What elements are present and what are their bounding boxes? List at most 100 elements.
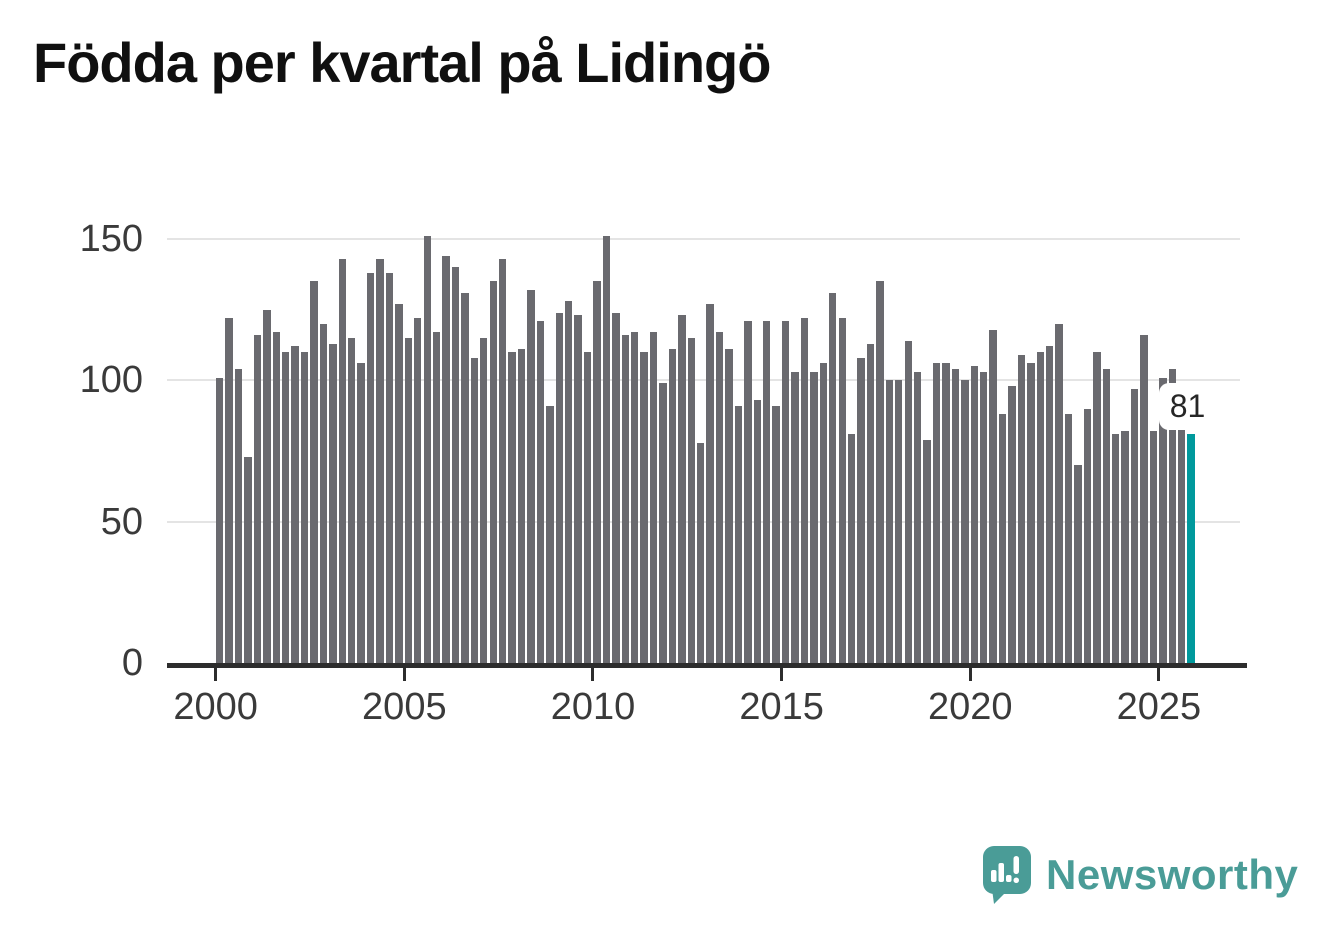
bar[interactable] bbox=[329, 343, 337, 663]
bar[interactable] bbox=[517, 349, 526, 663]
bar[interactable] bbox=[366, 273, 375, 663]
bar[interactable] bbox=[593, 281, 601, 663]
bar[interactable] bbox=[1074, 465, 1082, 663]
bar[interactable] bbox=[706, 304, 714, 663]
bar[interactable] bbox=[838, 318, 846, 663]
bar[interactable] bbox=[395, 304, 403, 663]
bar[interactable] bbox=[1159, 377, 1167, 663]
bar[interactable] bbox=[338, 258, 346, 663]
bar[interactable] bbox=[612, 312, 620, 663]
bar[interactable] bbox=[234, 369, 243, 663]
bar[interactable] bbox=[319, 323, 328, 663]
bar[interactable] bbox=[272, 332, 280, 663]
bar[interactable] bbox=[659, 383, 667, 663]
bar[interactable] bbox=[564, 301, 573, 663]
bar[interactable] bbox=[1102, 369, 1110, 663]
bar[interactable] bbox=[829, 292, 837, 663]
bar[interactable] bbox=[847, 434, 856, 663]
bar[interactable] bbox=[470, 357, 479, 663]
bar[interactable] bbox=[1149, 431, 1158, 663]
bar[interactable] bbox=[1083, 408, 1092, 663]
bar[interactable] bbox=[687, 338, 695, 663]
bar[interactable] bbox=[781, 321, 790, 663]
bar[interactable] bbox=[631, 332, 639, 663]
bar[interactable] bbox=[1168, 369, 1177, 663]
bar[interactable] bbox=[451, 267, 460, 663]
bar[interactable] bbox=[1121, 431, 1129, 663]
bar[interactable] bbox=[1008, 386, 1016, 663]
bar[interactable] bbox=[253, 335, 262, 663]
bar[interactable] bbox=[555, 312, 563, 663]
bar[interactable] bbox=[1140, 335, 1148, 663]
bar[interactable] bbox=[602, 236, 611, 663]
highlighted-bar[interactable] bbox=[1187, 434, 1195, 663]
bar[interactable] bbox=[744, 321, 752, 663]
bar[interactable] bbox=[951, 369, 960, 663]
bar[interactable] bbox=[725, 349, 733, 663]
bar[interactable] bbox=[932, 363, 941, 663]
bar[interactable] bbox=[546, 405, 554, 663]
bar[interactable] bbox=[923, 439, 931, 663]
bar[interactable] bbox=[498, 258, 507, 663]
bar[interactable] bbox=[414, 318, 422, 663]
bar[interactable] bbox=[385, 273, 394, 663]
bar[interactable] bbox=[244, 456, 252, 663]
bar[interactable] bbox=[800, 318, 809, 663]
bar[interactable] bbox=[1112, 434, 1120, 663]
bar[interactable] bbox=[1064, 414, 1073, 663]
bar[interactable] bbox=[979, 371, 988, 663]
bar[interactable] bbox=[1027, 363, 1035, 663]
bar[interactable] bbox=[480, 338, 488, 663]
bar[interactable] bbox=[734, 405, 743, 663]
bar[interactable] bbox=[866, 343, 875, 663]
bar[interactable] bbox=[508, 352, 516, 663]
bar[interactable] bbox=[282, 352, 290, 663]
bar[interactable] bbox=[942, 363, 950, 663]
bar[interactable] bbox=[970, 366, 978, 663]
bar[interactable] bbox=[1017, 354, 1026, 663]
bar[interactable] bbox=[404, 338, 413, 663]
bar[interactable] bbox=[489, 281, 497, 663]
bar[interactable] bbox=[857, 357, 865, 663]
bar[interactable] bbox=[216, 377, 224, 663]
bar[interactable] bbox=[668, 349, 677, 663]
bar[interactable] bbox=[885, 380, 894, 663]
bar[interactable] bbox=[1130, 388, 1139, 663]
bar[interactable] bbox=[640, 352, 648, 663]
bar[interactable] bbox=[357, 363, 365, 663]
bar[interactable] bbox=[895, 380, 903, 663]
bar[interactable] bbox=[678, 315, 686, 663]
bar[interactable] bbox=[461, 292, 469, 663]
bar[interactable] bbox=[649, 332, 658, 663]
bar[interactable] bbox=[791, 371, 799, 663]
bar[interactable] bbox=[583, 352, 592, 663]
bar[interactable] bbox=[225, 318, 233, 663]
bar[interactable] bbox=[715, 332, 724, 663]
bar[interactable] bbox=[442, 256, 450, 663]
bar[interactable] bbox=[527, 289, 535, 663]
bar[interactable] bbox=[753, 400, 761, 663]
bar[interactable] bbox=[291, 346, 299, 663]
bar[interactable] bbox=[1036, 352, 1044, 663]
bar[interactable] bbox=[1055, 323, 1063, 663]
bar[interactable] bbox=[376, 258, 384, 663]
bar[interactable] bbox=[536, 321, 545, 663]
bar[interactable] bbox=[810, 371, 818, 663]
bar[interactable] bbox=[913, 371, 922, 663]
bar[interactable] bbox=[348, 338, 356, 663]
bar[interactable] bbox=[1093, 352, 1101, 663]
bar[interactable] bbox=[574, 315, 582, 663]
bar[interactable] bbox=[876, 281, 884, 663]
bar[interactable] bbox=[904, 340, 912, 663]
bar[interactable] bbox=[310, 281, 318, 663]
bar[interactable] bbox=[1046, 346, 1054, 663]
bar[interactable] bbox=[989, 329, 997, 663]
bar[interactable] bbox=[1178, 425, 1186, 663]
bar[interactable] bbox=[621, 335, 629, 663]
bar[interactable] bbox=[263, 309, 271, 663]
bar[interactable] bbox=[961, 380, 969, 663]
bar[interactable] bbox=[772, 405, 780, 663]
bar[interactable] bbox=[423, 236, 431, 663]
bar[interactable] bbox=[697, 442, 705, 663]
bar[interactable] bbox=[300, 352, 309, 663]
